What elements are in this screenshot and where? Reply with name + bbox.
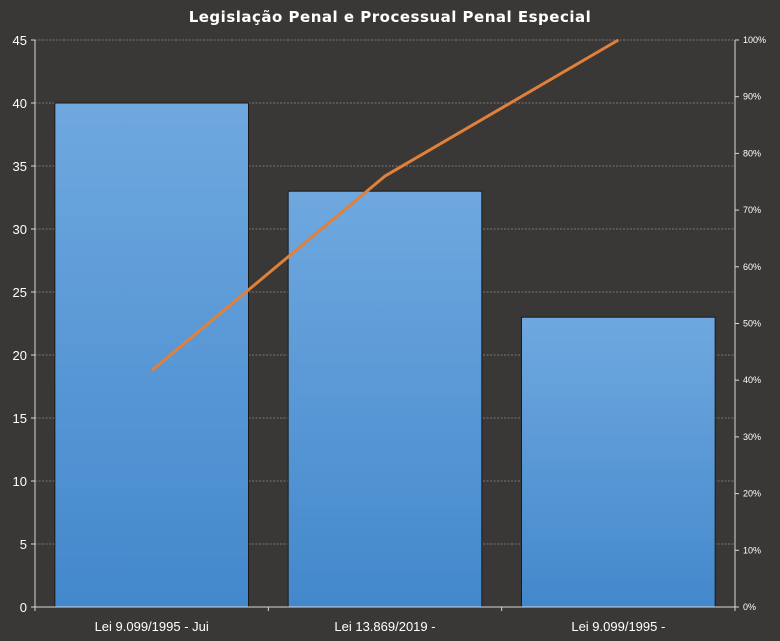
cumulative-percentage-line [150, 38, 620, 372]
y2-tick-label: 80% [743, 148, 761, 158]
y2-tick-label: 60% [743, 262, 761, 272]
y2-tick-label: 0% [743, 602, 756, 612]
cumulative-line [150, 38, 620, 372]
chart-title: Legislação Penal e Processual Penal Espe… [189, 8, 592, 26]
y-tick-label: 40 [13, 96, 27, 111]
y2-tick-label: 50% [743, 319, 761, 329]
x-tick-label: Lei 13.869/2019 - [334, 619, 435, 634]
category-labels: Lei 9.099/1995 - Jui Lei 13.869/2019 - Lei… [95, 619, 666, 634]
y-tick-label: 20 [13, 348, 27, 363]
y-tick-label: 30 [13, 222, 27, 237]
y2-tick-label: 20% [743, 489, 761, 499]
bar [287, 190, 483, 608]
x-tick-label: Lei 9.099/1995 - Jui [95, 619, 209, 634]
x-tick-label: Lei 9.099/1995 - [571, 619, 665, 634]
y-tick-label: 5 [20, 537, 27, 552]
y2-tick-label: 100% [743, 35, 766, 45]
y-tick-label: 35 [13, 159, 27, 174]
y2-tick-label: 70% [743, 205, 761, 215]
y-tick-label: 10 [13, 474, 27, 489]
y-tick-label: 45 [13, 33, 27, 48]
y2-tick-label: 30% [743, 432, 761, 442]
bar [54, 102, 250, 608]
bar [521, 316, 716, 608]
y-tick-label: 15 [13, 411, 27, 426]
y-tick-label: 0 [20, 600, 27, 615]
y-axis-ticks: 0 5 10 15 20 25 30 35 40 45 [13, 33, 27, 615]
bars [54, 102, 716, 608]
y-tick-label: 25 [13, 285, 27, 300]
y2-axis-ticks: 0% 10% 20% 30% 40% 50% 60% 70% 80% 90% 100% [743, 35, 766, 612]
y2-tick-label: 40% [743, 375, 761, 385]
y2-tick-label: 90% [743, 92, 761, 102]
y2-tick-label: 10% [743, 545, 761, 555]
axes [31, 39, 739, 611]
